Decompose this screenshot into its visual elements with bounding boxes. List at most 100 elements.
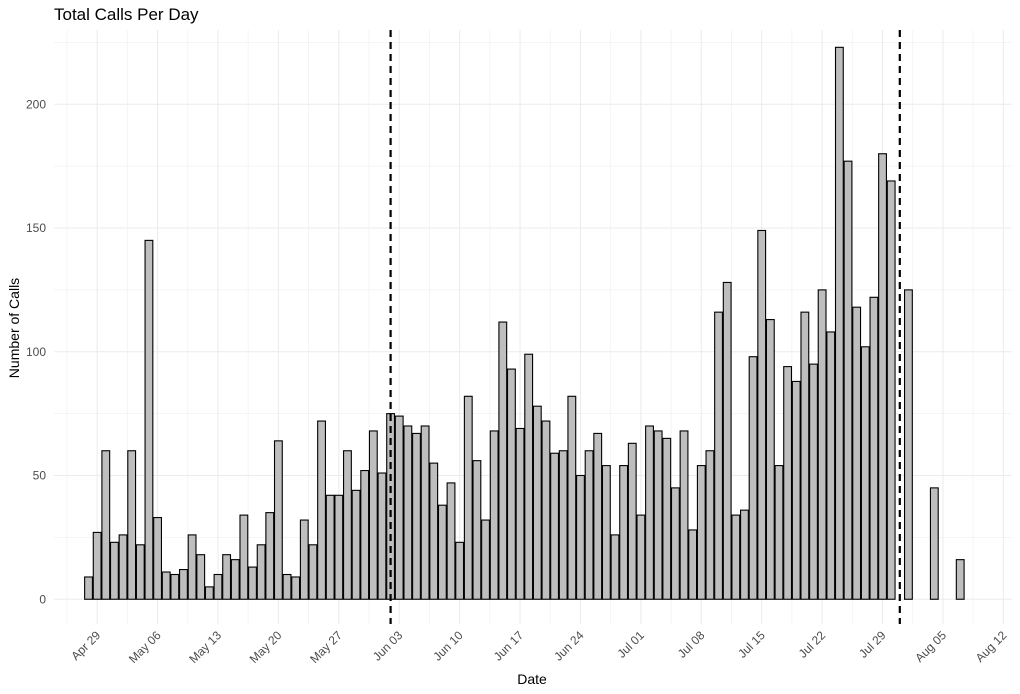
bar bbox=[92, 531, 102, 600]
bar bbox=[852, 306, 862, 600]
bar bbox=[670, 487, 680, 600]
bar bbox=[903, 289, 913, 600]
bar bbox=[403, 425, 413, 600]
bar bbox=[584, 450, 594, 600]
bar bbox=[343, 450, 352, 600]
x-tick-label: Jul 29 bbox=[856, 628, 889, 661]
x-tick-label: Jul 08 bbox=[675, 628, 708, 661]
bar bbox=[109, 541, 119, 600]
bar bbox=[619, 465, 629, 600]
bar bbox=[869, 296, 879, 600]
bar bbox=[696, 465, 706, 600]
bar bbox=[256, 544, 266, 600]
bar bbox=[843, 160, 853, 600]
y-tick-label: 200 bbox=[26, 97, 46, 111]
bar bbox=[679, 430, 689, 600]
bar bbox=[144, 239, 154, 600]
y-tick-label: 0 bbox=[39, 592, 46, 606]
bar bbox=[161, 571, 171, 600]
bar bbox=[170, 573, 180, 600]
bar bbox=[722, 281, 732, 600]
x-tick-label: Jul 22 bbox=[796, 628, 829, 661]
bar bbox=[429, 462, 439, 600]
x-tick-label: Jul 15 bbox=[735, 628, 768, 661]
x-tick-label: May 06 bbox=[126, 628, 164, 666]
bar bbox=[532, 405, 542, 600]
bar bbox=[481, 519, 490, 600]
bar bbox=[153, 517, 162, 600]
bar bbox=[809, 363, 818, 600]
bar bbox=[230, 559, 240, 600]
bar bbox=[325, 494, 335, 600]
y-tick-labels: 0 50 100 150 200 bbox=[26, 97, 46, 606]
x-tick-label: Apr 29 bbox=[68, 628, 103, 663]
bar bbox=[204, 586, 214, 600]
bar bbox=[412, 432, 421, 600]
x-tick-label: May 20 bbox=[247, 628, 285, 666]
x-tick-labels: Apr 29 May 06 May 13 May 20 May 27 Jun 03 Jun … bbox=[68, 628, 1009, 666]
bar bbox=[636, 514, 646, 600]
bar bbox=[783, 366, 793, 600]
bar bbox=[955, 559, 965, 600]
bar bbox=[196, 554, 206, 600]
bar bbox=[282, 573, 292, 600]
bar bbox=[135, 544, 145, 600]
bar bbox=[817, 289, 827, 600]
bars-group bbox=[84, 46, 965, 600]
y-axis-title: Number of Calls bbox=[6, 278, 22, 378]
bar bbox=[360, 469, 370, 600]
bar bbox=[377, 472, 387, 600]
bar bbox=[765, 319, 775, 600]
bar bbox=[515, 427, 525, 600]
bar bbox=[576, 474, 585, 600]
bar bbox=[878, 153, 887, 600]
x-tick-label: May 27 bbox=[307, 628, 345, 666]
chart-title: Total Calls Per Day bbox=[54, 5, 199, 24]
bar bbox=[368, 430, 378, 600]
bar bbox=[248, 566, 257, 600]
bar bbox=[472, 460, 482, 600]
bar bbox=[273, 440, 283, 600]
y-tick-label: 50 bbox=[33, 469, 47, 483]
x-tick-label: Jul 01 bbox=[614, 628, 647, 661]
bar bbox=[118, 534, 128, 600]
bar bbox=[550, 452, 560, 600]
bar bbox=[524, 353, 534, 600]
bar bbox=[860, 346, 870, 600]
bar bbox=[213, 573, 223, 600]
bar bbox=[705, 450, 715, 600]
bar bbox=[610, 534, 620, 600]
bar bbox=[394, 415, 404, 600]
bar bbox=[446, 482, 456, 600]
y-tick-label: 150 bbox=[26, 221, 46, 235]
bar bbox=[498, 321, 508, 600]
bar bbox=[645, 425, 654, 600]
bar bbox=[308, 544, 318, 600]
x-tick-label: Aug 12 bbox=[973, 628, 1010, 665]
bar bbox=[800, 311, 810, 600]
bar bbox=[653, 430, 663, 600]
bar bbox=[558, 450, 568, 600]
bar bbox=[317, 420, 326, 600]
bar bbox=[826, 331, 836, 600]
bar bbox=[662, 437, 672, 600]
bar bbox=[351, 489, 361, 600]
bar bbox=[541, 420, 551, 600]
bar bbox=[334, 494, 344, 600]
bar bbox=[84, 576, 93, 600]
bar bbox=[740, 509, 749, 600]
bar bbox=[834, 46, 844, 600]
y-tick-label: 100 bbox=[26, 345, 46, 359]
bar bbox=[291, 576, 301, 600]
bar bbox=[774, 465, 784, 600]
bar bbox=[179, 568, 188, 600]
bar bbox=[455, 541, 465, 600]
bar bbox=[420, 425, 430, 600]
bar bbox=[239, 514, 249, 600]
bar bbox=[731, 514, 741, 600]
bar bbox=[601, 465, 611, 600]
bar bbox=[463, 395, 473, 600]
bar bbox=[299, 519, 309, 600]
bar bbox=[757, 229, 767, 600]
